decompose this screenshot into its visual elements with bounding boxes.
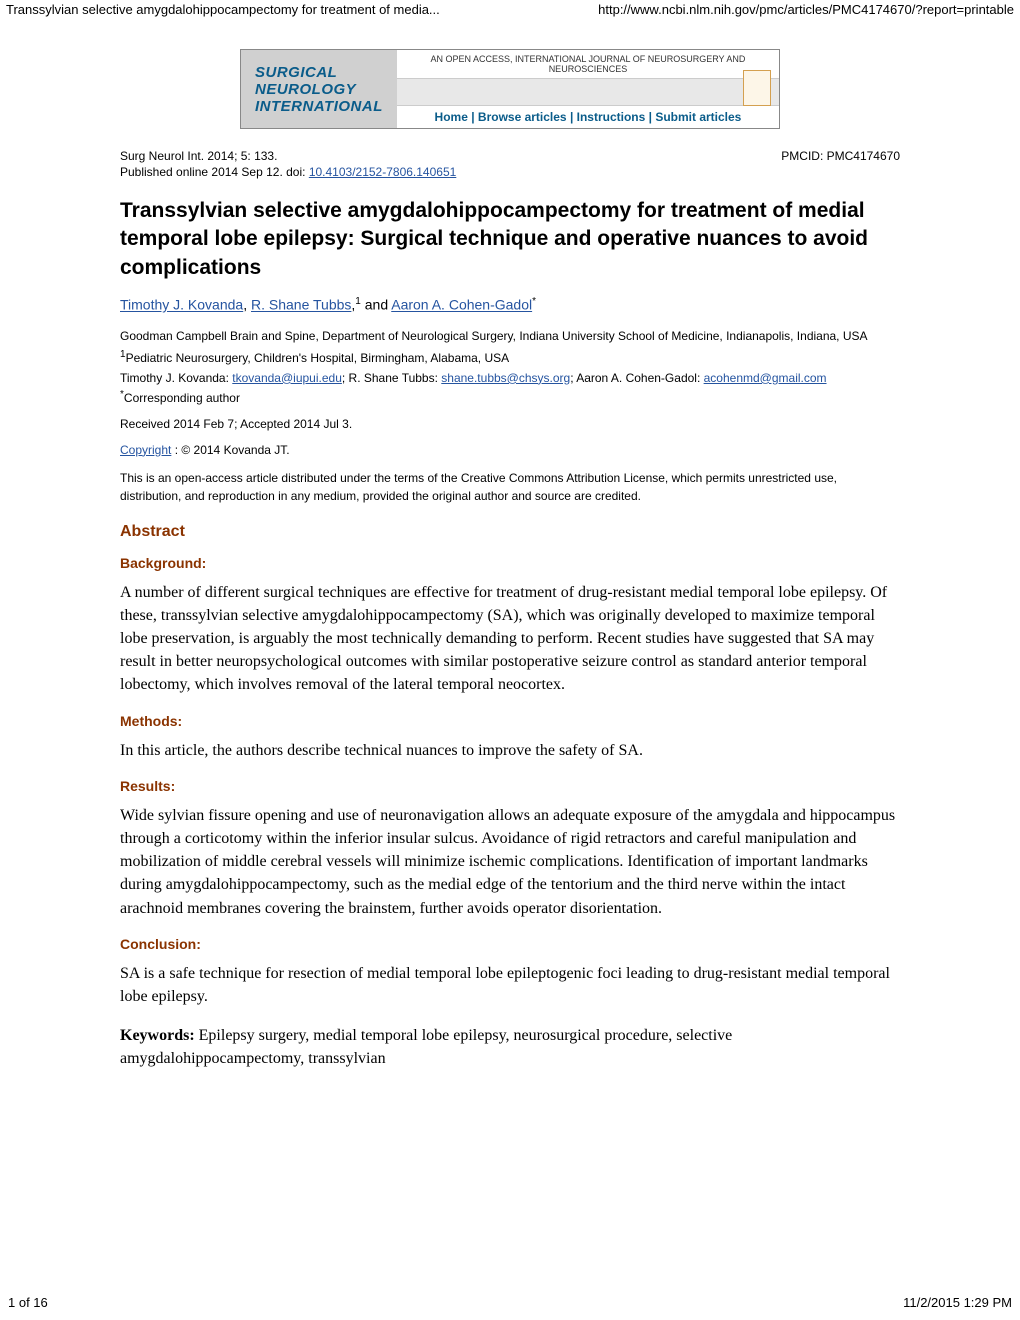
author-1-link[interactable]: Timothy J. Kovanda (120, 297, 243, 313)
banner-journal-name: SURGICAL NEUROLOGY INTERNATIONAL (241, 50, 397, 128)
banner-line1: SURGICAL (255, 64, 383, 81)
background-heading: Background: (120, 555, 900, 571)
affiliation-2: 1Pediatric Neurosurgery, Children's Hosp… (120, 347, 900, 367)
banner-right: AN OPEN ACCESS, INTERNATIONAL JOURNAL OF… (397, 50, 779, 128)
author-emails: Timothy J. Kovanda: tkovanda@iupui.edu; … (120, 369, 900, 387)
doi-link[interactable]: 10.4103/2152-7806.140651 (309, 165, 456, 179)
article-title: Transsylvian selective amygdalohippocamp… (120, 197, 900, 282)
keywords-label: Keywords: (120, 1027, 199, 1044)
banner-tagline: AN OPEN ACCESS, INTERNATIONAL JOURNAL OF… (397, 50, 779, 79)
author-3-link[interactable]: Aaron A. Cohen-Gadol (391, 297, 532, 313)
sep: , (243, 297, 251, 313)
results-text: Wide sylvian fissure opening and use of … (120, 804, 900, 920)
pub-prefix: Published online 2014 Sep 12. doi: (120, 165, 309, 179)
header-url: http://www.ncbi.nlm.nih.gov/pmc/articles… (598, 2, 1014, 17)
dates-line: Received 2014 Feb 7; Accepted 2014 Jul 3… (120, 417, 900, 431)
content: SURGICAL NEUROLOGY INTERNATIONAL AN OPEN… (0, 19, 1020, 1107)
corresponding-author: *Corresponding author (120, 389, 900, 405)
print-header: Transsylvian selective amygdalohippocamp… (0, 0, 1020, 19)
sep: and (361, 297, 391, 313)
copyright-rest: : © 2014 Kovanda JT. (171, 443, 289, 457)
authors-line: Timothy J. Kovanda, R. Shane Tubbs,1 and… (120, 296, 900, 313)
email-3-link[interactable]: acohenmd@gmail.com (704, 371, 827, 385)
email-sep-2: ; Aaron A. Cohen-Gadol: (570, 371, 703, 385)
background-text: A number of different surgical technique… (120, 581, 900, 697)
banner-line3: INTERNATIONAL (255, 98, 383, 115)
results-heading: Results: (120, 778, 900, 794)
methods-heading: Methods: (120, 713, 900, 729)
email-sep-1: ; R. Shane Tubbs: (342, 371, 441, 385)
print-timestamp: 11/2/2015 1:29 PM (903, 1295, 1012, 1310)
keywords-line: Keywords: Epilepsy surgery, medial tempo… (120, 1024, 900, 1070)
conclusion-text: SA is a safe technique for resection of … (120, 962, 900, 1008)
page: Transsylvian selective amygdalohippocamp… (0, 0, 1020, 1320)
header-title: Transsylvian selective amygdalohippocamp… (6, 2, 440, 17)
corresp-sup: * (532, 296, 536, 307)
author-2-link[interactable]: R. Shane Tubbs (251, 297, 351, 313)
corresp-text: Corresponding author (124, 391, 240, 405)
citation-row: Surg Neurol Int. 2014; 5: 133. PMCID: PM… (120, 149, 900, 163)
license-text: This is an open-access article distribut… (120, 469, 900, 505)
keywords-text: Epilepsy surgery, medial temporal lobe e… (120, 1027, 732, 1067)
email-1-link[interactable]: tkovanda@iupui.edu (232, 371, 342, 385)
affiliation-1: Goodman Campbell Brain and Spine, Depart… (120, 327, 900, 345)
email-2-link[interactable]: shane.tubbs@chsys.org (441, 371, 570, 385)
email-prefix-1: Timothy J. Kovanda: (120, 371, 232, 385)
copyright-line: Copyright : © 2014 Kovanda JT. (120, 443, 900, 457)
banner-line2: NEUROLOGY (255, 81, 383, 98)
pmcid: PMCID: PMC4174670 (781, 149, 900, 163)
abstract-heading: Abstract (120, 523, 900, 541)
print-footer: 1 of 16 11/2/2015 1:29 PM (0, 1291, 1020, 1314)
publication-line: Published online 2014 Sep 12. doi: 10.41… (120, 165, 900, 179)
methods-text: In this article, the authors describe te… (120, 739, 900, 762)
banner-nav[interactable]: Home | Browse articles | Instructions | … (397, 105, 779, 128)
copyright-link[interactable]: Copyright (120, 443, 171, 457)
banner-logo-icon (743, 70, 771, 106)
affil-2-text: Pediatric Neurosurgery, Children's Hospi… (126, 351, 510, 365)
journal-banner: SURGICAL NEUROLOGY INTERNATIONAL AN OPEN… (240, 49, 780, 129)
page-number: 1 of 16 (8, 1295, 48, 1310)
citation-text: Surg Neurol Int. 2014; 5: 133. (120, 149, 277, 163)
conclusion-heading: Conclusion: (120, 936, 900, 952)
